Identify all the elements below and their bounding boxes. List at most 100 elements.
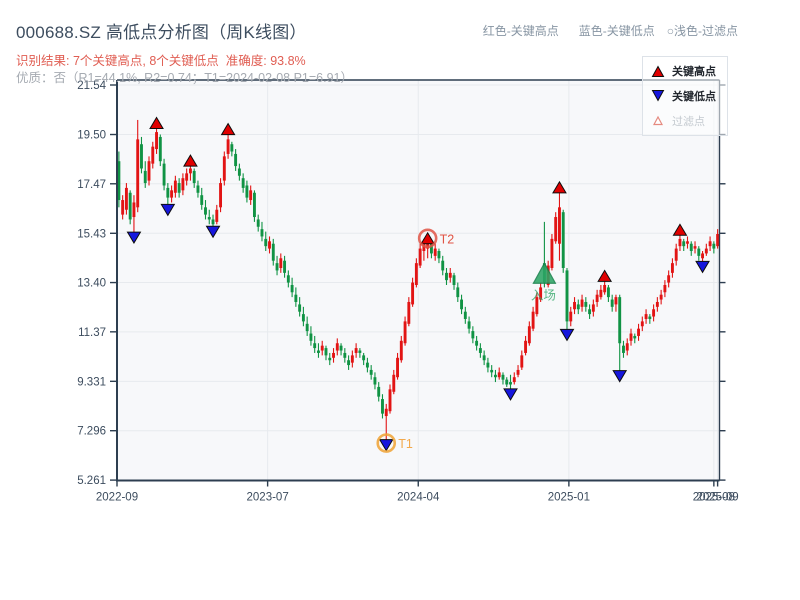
candle [252, 190, 256, 222]
candle-body [429, 243, 433, 254]
triangle-outline-icon [653, 115, 663, 126]
candle [490, 365, 494, 378]
candle [437, 248, 441, 264]
candle [354, 343, 358, 358]
candle [204, 200, 207, 220]
candle [298, 297, 302, 317]
candle-body [463, 311, 467, 319]
y-axis-tick-label: 17.47 [77, 179, 106, 191]
candle [226, 132, 230, 159]
candle [463, 306, 467, 324]
key-low-marker [612, 370, 628, 383]
key-low-marker [378, 439, 394, 452]
candle-body [222, 156, 226, 181]
result-summary: 识别结果: 7个关键高点, 8个关键低点 准确度: 93.8% [16, 54, 306, 68]
candle [264, 231, 268, 252]
candle-body [347, 360, 351, 366]
key-high-marker [552, 180, 567, 194]
y-axis-tick-label: 9.331 [77, 376, 106, 388]
candle [309, 326, 313, 346]
y-axis-tick-label: 5.261 [77, 475, 106, 487]
candle [128, 190, 132, 225]
candle [256, 214, 260, 232]
candle [207, 209, 211, 225]
candle [482, 350, 486, 366]
candle-body [622, 345, 625, 353]
candle [177, 178, 181, 198]
candle [162, 158, 166, 191]
candle [629, 328, 633, 346]
candle-body [354, 348, 358, 353]
candle-body [388, 389, 392, 412]
candle-body [625, 343, 629, 351]
header-legend-blue: 蓝色-关键低点 [578, 24, 655, 38]
key-low-marker [559, 328, 575, 342]
candle-body [324, 348, 328, 356]
candle-body [467, 321, 471, 329]
candle [317, 343, 320, 358]
candle [343, 348, 347, 363]
candle-body [407, 301, 411, 324]
candle [271, 238, 275, 266]
candle [531, 306, 535, 332]
candle-body [283, 260, 287, 273]
candle-body [381, 399, 384, 414]
y-axis-tick-label: 11.37 [78, 327, 106, 339]
candle-body [595, 294, 599, 302]
candle-body [264, 238, 268, 247]
candle-body [712, 243, 716, 249]
candle [565, 267, 569, 330]
candle-body [697, 248, 701, 256]
candle-body [422, 243, 426, 252]
legend-item-key-low: 关键低点 [651, 84, 727, 108]
candle-body [554, 217, 558, 242]
candle-body [384, 408, 388, 417]
candle [535, 292, 539, 317]
candle [121, 195, 125, 220]
candle-body [377, 386, 381, 397]
entry-marker [532, 262, 557, 284]
candle [588, 304, 592, 319]
candle [716, 229, 720, 249]
candle-body [177, 183, 181, 193]
candle [305, 316, 309, 336]
candle [433, 243, 437, 261]
key-high-marker [672, 223, 688, 236]
candle-body [558, 207, 561, 244]
candle-body [441, 260, 445, 271]
candle-body [128, 192, 132, 220]
candle-body [682, 241, 686, 247]
key-low-marker [503, 388, 518, 401]
y-axis-tick-label: 19.50 [77, 130, 106, 142]
candle-body [640, 321, 644, 327]
candle [140, 136, 143, 174]
x-axis-tick-label: 2025-08 [693, 492, 735, 504]
candle [697, 246, 701, 261]
candle-body [335, 343, 339, 351]
candle [350, 350, 354, 368]
candle-body [527, 326, 531, 344]
candle-body [219, 183, 223, 208]
candle-body [140, 144, 143, 169]
candle-body [350, 355, 354, 363]
candle-body [414, 263, 418, 285]
candle [301, 306, 305, 327]
candle [550, 234, 554, 271]
candle-body [580, 299, 584, 307]
candle-body [644, 314, 648, 319]
candle [693, 241, 697, 254]
candle [245, 180, 249, 203]
candle [414, 258, 418, 288]
key-high-marker [183, 154, 198, 167]
candle-body [667, 275, 671, 283]
candle [584, 297, 588, 312]
candle [192, 168, 196, 188]
candle-body [603, 284, 607, 293]
candle [580, 294, 584, 312]
entry-label: 入场 [531, 288, 556, 302]
candle [369, 365, 373, 380]
candle-body [143, 170, 147, 184]
candle [591, 299, 595, 317]
t1-label: T1 [398, 437, 413, 451]
candle-body [633, 335, 637, 339]
